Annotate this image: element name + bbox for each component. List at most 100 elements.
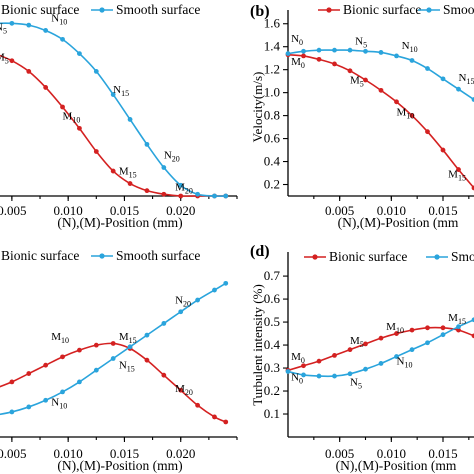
data-point bbox=[471, 333, 474, 339]
data-point bbox=[195, 402, 201, 408]
data-point bbox=[161, 191, 167, 197]
y-tick-label: 0.8 bbox=[264, 108, 280, 123]
point-label: N15 bbox=[119, 360, 135, 374]
y-tick-label: 0.2 bbox=[264, 177, 280, 192]
series-line-bionic bbox=[0, 54, 226, 197]
data-point bbox=[409, 113, 415, 119]
point-label: N5 bbox=[355, 35, 367, 49]
data-point bbox=[425, 325, 430, 331]
point-label: N0 bbox=[291, 33, 303, 47]
data-point bbox=[195, 297, 201, 303]
plot-area bbox=[285, 47, 474, 191]
plot-area bbox=[285, 317, 474, 379]
legend-marker bbox=[99, 7, 105, 13]
plot-area bbox=[0, 20, 229, 199]
data-point bbox=[394, 99, 399, 105]
data-point bbox=[471, 185, 474, 191]
x-axis-label: (N),(M)-Position (mm) bbox=[57, 215, 182, 230]
point-label: N15 bbox=[459, 72, 474, 86]
data-point bbox=[409, 58, 415, 63]
data-point bbox=[440, 76, 446, 82]
data-point bbox=[332, 61, 337, 67]
data-point bbox=[93, 149, 99, 154]
data-point bbox=[77, 347, 82, 353]
data-point bbox=[9, 20, 15, 26]
panel-label: (b) bbox=[250, 3, 270, 20]
y-tick-label: 0.6 bbox=[264, 291, 281, 306]
data-point bbox=[60, 36, 65, 42]
y-tick-label: 0.3 bbox=[264, 360, 280, 375]
panel-label: (d) bbox=[250, 243, 270, 260]
chart-panel-d: 0.005 0.010 0.015 0.1 0.2 0.3 0.4 0.5 0.6 0.7 (N),… bbox=[250, 243, 474, 473]
point-label: M5 bbox=[350, 74, 364, 88]
point-label: N5 bbox=[0, 21, 7, 35]
data-point bbox=[301, 53, 306, 59]
legend-marker bbox=[312, 254, 318, 260]
x-tick-label: 0.020 bbox=[166, 446, 195, 461]
data-point bbox=[110, 168, 116, 174]
data-point bbox=[409, 347, 415, 353]
x-tick-label: 0.020 bbox=[166, 203, 195, 218]
point-label: M20 bbox=[175, 383, 193, 397]
y-tick-label: 1.2 bbox=[264, 62, 280, 77]
x-axis-label: (N),(M)-Position (mm) bbox=[57, 458, 182, 473]
x-tick-label: 0.005 bbox=[325, 446, 354, 461]
legend-marker bbox=[326, 7, 332, 13]
data-point bbox=[456, 327, 461, 333]
point-label: M10 bbox=[386, 321, 404, 335]
data-point bbox=[394, 53, 399, 59]
data-point bbox=[212, 287, 217, 293]
data-point bbox=[127, 181, 133, 186]
data-point bbox=[332, 47, 337, 53]
point-label: M10 bbox=[397, 107, 415, 121]
data-point bbox=[60, 389, 65, 395]
data-point bbox=[301, 48, 306, 54]
chart-panel-a: 0.005 0.010 0.015 0.020(N),(M)-Position (mm… bbox=[0, 2, 238, 230]
data-point bbox=[127, 344, 133, 350]
point-label: N10 bbox=[51, 13, 67, 27]
data-point bbox=[110, 92, 116, 97]
x-tick-label: 0.005 bbox=[0, 203, 27, 218]
y-tick-label: 0.2 bbox=[264, 383, 280, 398]
point-label: N10 bbox=[397, 356, 413, 370]
data-point bbox=[332, 373, 337, 379]
chart-panel-c: 0.005 0.010 0.015 0.020(N),(M)-Position (mm… bbox=[0, 248, 238, 473]
data-point bbox=[332, 352, 337, 358]
data-point bbox=[301, 372, 306, 378]
point-label: M15 bbox=[448, 312, 466, 326]
x-tick-label: 0.005 bbox=[325, 203, 354, 218]
data-point bbox=[285, 369, 291, 374]
data-point bbox=[161, 165, 167, 170]
data-point bbox=[363, 341, 368, 347]
point-label: M10 bbox=[63, 110, 81, 124]
data-point bbox=[471, 97, 474, 102]
point-label: N5 bbox=[350, 376, 362, 390]
data-point bbox=[378, 50, 384, 55]
data-point bbox=[178, 182, 184, 188]
x-tick-label: 0.015 bbox=[110, 446, 139, 461]
data-point bbox=[425, 340, 430, 346]
x-tick-label: 0.015 bbox=[110, 203, 139, 218]
data-point bbox=[77, 51, 82, 56]
data-point bbox=[301, 363, 306, 369]
data-point bbox=[127, 117, 133, 122]
data-point bbox=[285, 51, 291, 56]
y-tick-label: 0.5 bbox=[264, 314, 280, 329]
data-point bbox=[471, 317, 474, 323]
legend-marker bbox=[99, 253, 105, 259]
chart-panel-b: 0.005 0.010 0.0150.20.40.60.81.01.21.41.6(… bbox=[250, 2, 474, 230]
point-label: M20 bbox=[175, 182, 193, 196]
data-point bbox=[60, 354, 65, 360]
data-point bbox=[223, 193, 229, 199]
data-point bbox=[316, 47, 322, 53]
data-point bbox=[93, 342, 99, 348]
data-point bbox=[212, 414, 217, 420]
data-point bbox=[9, 379, 15, 385]
data-point bbox=[316, 358, 322, 364]
data-point bbox=[425, 129, 430, 135]
data-point bbox=[43, 397, 49, 403]
x-tick-label: 0.010 bbox=[54, 446, 83, 461]
point-label: M0 bbox=[291, 56, 305, 70]
data-point bbox=[223, 419, 229, 425]
data-point bbox=[440, 325, 446, 331]
